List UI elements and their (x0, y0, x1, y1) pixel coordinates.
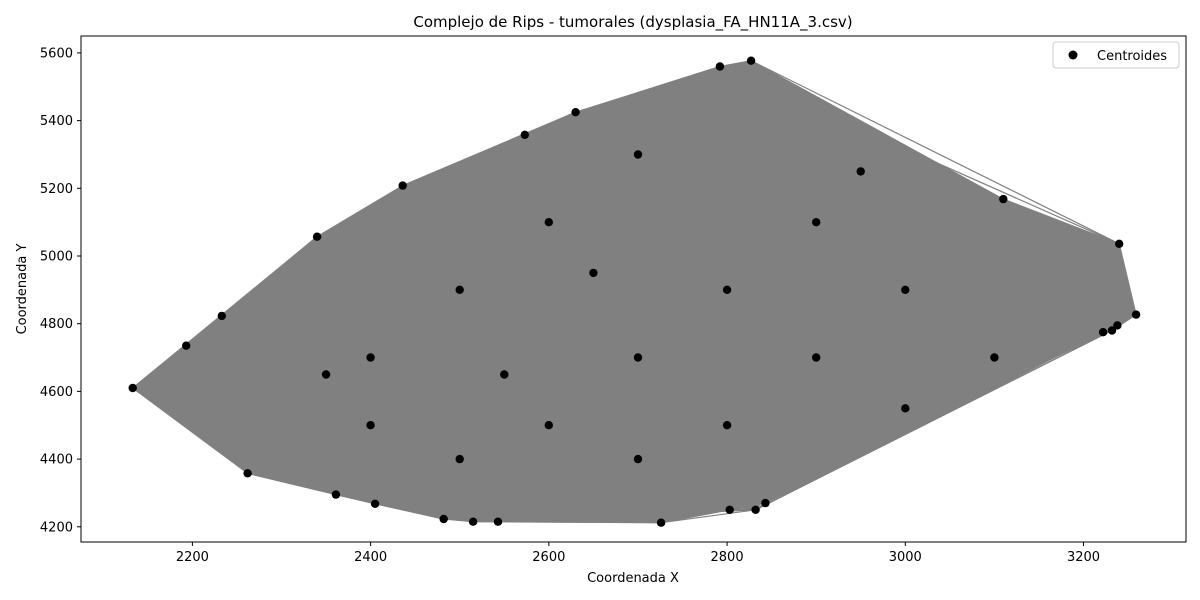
rips-edges (132, 60, 1137, 524)
centroid-point (544, 421, 553, 430)
centroid-point (370, 499, 380, 508)
centroid-point (571, 108, 580, 117)
y-tick-label: 4800 (40, 317, 73, 332)
centroid-point (1131, 310, 1141, 319)
centroid-points (128, 56, 1141, 527)
x-tick-label: 2400 (354, 550, 387, 565)
centroid-point (761, 498, 770, 508)
centroid-point (520, 130, 529, 139)
centroid-point (990, 353, 999, 362)
x-axis-ticks: 2200 2400 2600 2800 3000 3200 (176, 542, 1100, 565)
centroid-point (1098, 328, 1108, 337)
centroid-point (589, 268, 598, 278)
centroid-point (856, 167, 865, 176)
y-axis-label: Coordenada Y (15, 244, 30, 335)
centroid-point (1113, 321, 1122, 330)
centroid-point (725, 505, 734, 514)
y-tick-label: 5600 (40, 46, 73, 61)
centroid-point (751, 505, 760, 514)
x-tick-label: 3000 (889, 550, 922, 565)
rips-edge (750, 60, 1120, 245)
legend-marker (1068, 50, 1078, 60)
centroid-point (999, 194, 1008, 204)
centroid-point (312, 232, 322, 241)
centroid-point (321, 370, 331, 379)
centroid-point (633, 150, 643, 159)
y-tick-label: 5400 (40, 114, 73, 129)
centroid-point (901, 285, 910, 294)
y-tick-label: 4200 (40, 520, 73, 535)
y-tick-label: 5200 (40, 182, 73, 197)
y-tick-label: 5000 (40, 250, 73, 265)
x-tick-label: 3200 (1067, 550, 1100, 565)
centroid-point (722, 421, 732, 430)
centroid-point (366, 353, 375, 362)
legend-box (1052, 41, 1180, 69)
centroid-point (243, 469, 252, 478)
y-axis-ticks: 4200 4400 4600 4800 5000 5200 5400 5600 (40, 46, 81, 535)
centroid-point (812, 218, 821, 227)
x-tick-label: 2600 (532, 550, 565, 565)
centroid-point (455, 285, 464, 294)
plot-frame (80, 35, 1187, 543)
centroid-point (182, 341, 191, 350)
centroid-point (633, 353, 643, 362)
centroid-point (715, 62, 725, 71)
centroid-point (500, 370, 509, 379)
centroid-point (366, 421, 375, 430)
x-axis-label: Coordenada X (587, 571, 679, 586)
centroid-point (493, 517, 503, 526)
centroid-point (1107, 326, 1117, 335)
centroid-point (331, 490, 341, 499)
centroid-point (722, 285, 732, 294)
x-tick-label: 2200 (176, 550, 209, 565)
rips-edge (221, 236, 318, 317)
centroid-point (217, 311, 226, 321)
rips-edge-mass (132, 60, 1137, 523)
centroid-point (633, 454, 643, 464)
legend-entry-centroides: Centroides (1097, 49, 1167, 64)
centroid-point (812, 353, 821, 362)
centroid-point (128, 383, 137, 393)
centroid-point (468, 517, 478, 526)
centroid-point (901, 404, 910, 413)
centroid-point (439, 514, 448, 524)
centroid-point (398, 181, 407, 190)
rips-edge (661, 509, 756, 524)
centroid-point (1115, 239, 1124, 248)
y-tick-label: 4400 (40, 453, 73, 468)
centroid-point (544, 218, 553, 227)
y-tick-label: 4600 (40, 385, 73, 400)
centroid-point (656, 518, 666, 527)
x-tick-label: 2800 (711, 550, 744, 565)
centroid-point (746, 56, 756, 65)
legend: Centroides (1052, 41, 1180, 69)
centroid-point (455, 454, 464, 464)
chart-title: Complejo de Rips - tumorales (dysplasia_… (413, 13, 852, 32)
